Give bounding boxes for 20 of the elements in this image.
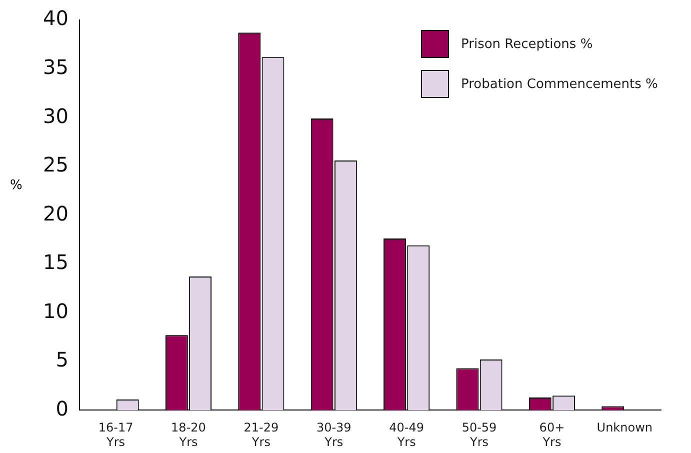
x-tick-label: 50-59 Yrs (462, 420, 497, 449)
legend-label: Prison Receptions % (461, 36, 593, 52)
x-tick-label: 60+ Yrs (539, 420, 565, 449)
y-tick-label: 15 (42, 250, 68, 274)
y-tick-label: 0 (56, 396, 68, 420)
legend-label: Probation Commencements % (461, 76, 658, 92)
y-tick-label: 40 (42, 6, 68, 30)
x-tick-label: 16-17 Yrs (98, 420, 134, 449)
y-tick-label: 35 (42, 54, 68, 79)
x-tick-label: 18-20 Yrs (171, 420, 206, 449)
x-tick-label: Unknown (596, 420, 653, 435)
y-axis-title: % (10, 178, 22, 193)
y-tick-label: 5 (56, 348, 68, 372)
y-tick-label: 20 (42, 201, 68, 226)
y-tick-label: 30 (42, 104, 68, 128)
x-tick-label: 21-29 Yrs (244, 420, 279, 449)
x-tick-label: 40-49 Yrs (389, 420, 424, 449)
y-tick-label: 10 (42, 298, 68, 323)
y-tick-label: 25 (42, 152, 68, 177)
x-tick-label: 30-39 Yrs (316, 420, 352, 449)
